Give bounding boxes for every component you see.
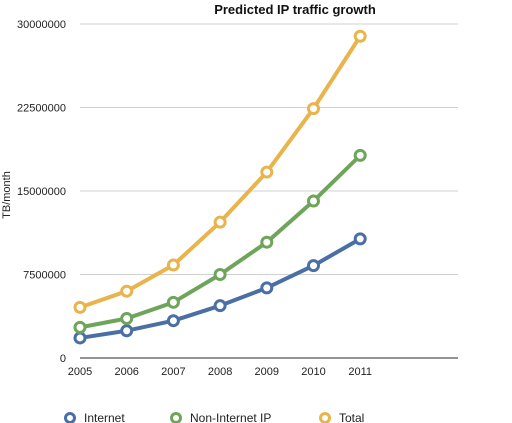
y-tick-label: 7500000 [23, 270, 66, 282]
y-tick-label: 30000000 [17, 19, 66, 31]
data-point-internet [75, 333, 85, 343]
data-point-total [122, 286, 132, 296]
legend-label-internet: Internet [84, 411, 125, 423]
legend: Internet Non-Internet IP Total [66, 411, 365, 423]
x-tick-label: 2006 [114, 366, 138, 378]
series-group [75, 31, 365, 343]
data-point-internet [309, 261, 319, 271]
data-point-total [309, 104, 319, 114]
legend-label-non-internet-ip: Non-Internet IP [190, 411, 271, 423]
legend-marker-total [321, 414, 330, 423]
data-point-non-internet-ip [215, 270, 225, 280]
data-point-internet [122, 326, 132, 336]
data-point-non-internet-ip [168, 297, 178, 307]
x-tick-label: 2010 [301, 366, 325, 378]
x-axis-ticks: 2005 2006 2007 2008 2009 2010 2011 [68, 366, 372, 378]
x-tick-label: 2007 [161, 366, 185, 378]
data-point-internet [168, 316, 178, 326]
y-tick-label: 15000000 [17, 186, 66, 198]
data-point-total [75, 302, 85, 312]
data-point-non-internet-ip [122, 313, 132, 323]
y-axis-label: TB/month [1, 171, 13, 219]
data-point-total [215, 217, 225, 227]
x-tick-label: 2008 [208, 366, 232, 378]
x-tick-label: 2009 [255, 366, 279, 378]
y-tick-label: 0 [60, 353, 66, 365]
legend-label-total: Total [339, 411, 364, 423]
data-point-non-internet-ip [355, 150, 365, 160]
y-axis-ticks: 0 7500000 15000000 22500000 30000000 [17, 19, 66, 365]
legend-marker-internet [66, 414, 75, 423]
data-point-total [355, 31, 365, 41]
x-tick-label: 2011 [348, 366, 372, 378]
chart-title: Predicted IP traffic growth [214, 2, 376, 17]
data-point-non-internet-ip [262, 237, 272, 247]
data-point-internet [262, 283, 272, 293]
data-point-non-internet-ip [75, 322, 85, 332]
y-tick-label: 22500000 [17, 103, 66, 115]
x-tick-label: 2005 [68, 366, 92, 378]
data-point-total [168, 260, 178, 270]
data-point-non-internet-ip [309, 196, 319, 206]
data-point-internet [355, 234, 365, 244]
data-point-total [262, 167, 272, 177]
grid-lines [80, 24, 458, 358]
legend-marker-non-internet-ip [172, 414, 181, 423]
data-point-internet [215, 301, 225, 311]
